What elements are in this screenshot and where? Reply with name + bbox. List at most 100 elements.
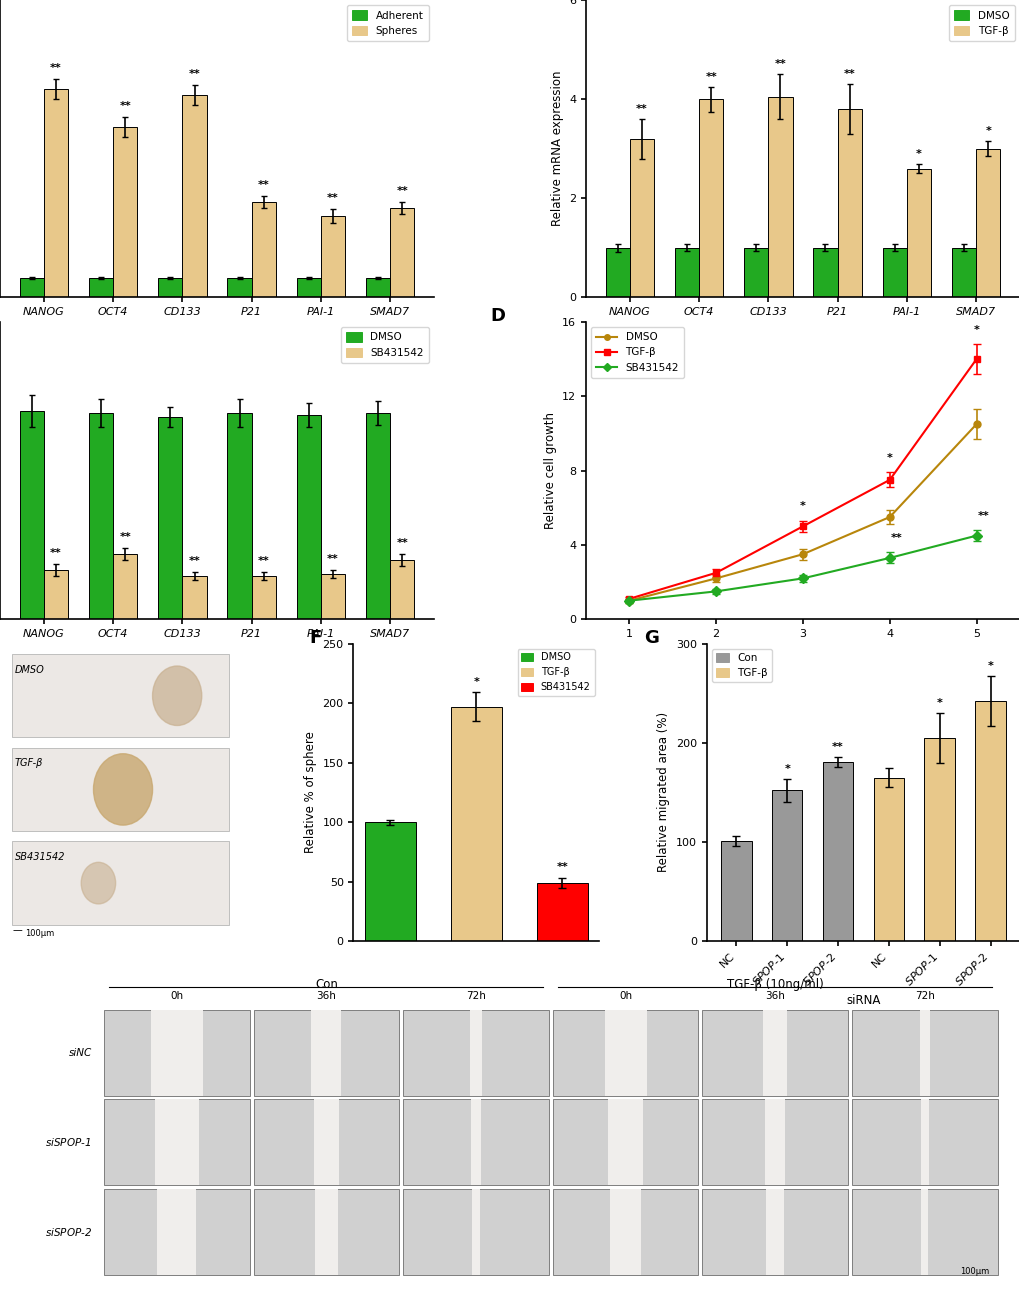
Text: **: ** (189, 556, 200, 566)
Bar (552, 1188, 698, 1274)
Text: *: * (473, 677, 479, 687)
Text: 72h: 72h (466, 991, 485, 1002)
Text: B: B (490, 0, 503, 3)
Legend: Con, TGF-β: Con, TGF-β (711, 649, 771, 683)
Bar (113, 553, 138, 619)
Bar (19, 411, 44, 619)
Bar (822, 762, 853, 941)
Bar (765, 1188, 784, 1274)
Bar (720, 841, 751, 941)
Bar (113, 127, 138, 297)
Bar (604, 1010, 646, 1096)
Text: si$SPOP$-2: si$SPOP$-2 (45, 1226, 92, 1238)
Bar (812, 248, 837, 297)
Bar (702, 1010, 847, 1096)
X-axis label: day: day (792, 644, 813, 657)
Text: F: F (309, 629, 321, 647)
Text: **: ** (773, 60, 786, 70)
Bar (764, 1099, 785, 1186)
Legend: Adherent, Spheres: Adherent, Spheres (346, 5, 428, 41)
Text: **: ** (396, 187, 408, 196)
Bar (254, 1188, 398, 1274)
Text: **: ** (705, 71, 716, 82)
Text: **: ** (636, 104, 647, 114)
Bar (157, 1188, 197, 1274)
Bar (104, 1010, 250, 1096)
Bar (630, 139, 653, 297)
Bar (851, 1010, 997, 1096)
Text: **: ** (976, 511, 988, 521)
Bar (12, 841, 228, 925)
Text: **: ** (258, 180, 269, 191)
Bar (12, 748, 228, 831)
Text: *: * (915, 149, 921, 158)
Text: **: ** (832, 741, 843, 752)
Bar (389, 209, 414, 297)
Text: *: * (886, 454, 892, 463)
Circle shape (153, 666, 202, 726)
Bar (297, 415, 321, 619)
Bar (851, 1099, 997, 1186)
Bar (536, 883, 588, 941)
Bar (920, 1099, 928, 1186)
Text: **: ** (50, 548, 62, 557)
Bar (471, 1188, 480, 1274)
Bar (552, 1099, 698, 1186)
Bar (470, 1010, 482, 1096)
Text: G: G (644, 629, 658, 647)
Bar (951, 248, 975, 297)
Bar (872, 778, 903, 941)
Bar (975, 149, 1000, 297)
Bar (364, 822, 416, 941)
Bar (702, 1188, 847, 1274)
Bar (366, 277, 389, 297)
Text: SB431542: SB431542 (14, 851, 65, 862)
Text: **: ** (119, 101, 131, 111)
Bar (321, 574, 344, 619)
Bar (906, 168, 930, 297)
Bar (182, 95, 207, 297)
Bar (227, 413, 252, 619)
Y-axis label: Relative migrated area (%): Relative migrated area (%) (657, 713, 669, 872)
Bar (311, 1010, 341, 1096)
Text: *: * (799, 502, 805, 512)
Bar (44, 570, 68, 619)
Bar (254, 1099, 398, 1186)
Text: TGF-β (10ng/ml): TGF-β (10ng/ml) (727, 978, 822, 991)
Circle shape (82, 862, 115, 903)
Bar (89, 413, 113, 619)
Bar (403, 1188, 548, 1274)
Text: **: ** (189, 69, 200, 79)
Text: 72h: 72h (914, 991, 933, 1002)
Bar (158, 277, 182, 297)
Bar (607, 1099, 643, 1186)
Text: *: * (984, 126, 990, 136)
Text: siNC: siNC (68, 1048, 92, 1058)
Text: **: ** (327, 553, 338, 564)
Bar (151, 1010, 203, 1096)
Text: **: ** (556, 862, 568, 872)
Bar (89, 277, 113, 297)
Text: **: ** (50, 64, 62, 74)
Bar (155, 1099, 199, 1186)
Bar (227, 277, 252, 297)
Bar (104, 1188, 250, 1274)
Bar (252, 202, 275, 297)
Bar (252, 575, 275, 619)
Text: 0h: 0h (619, 991, 632, 1002)
Text: *: * (973, 325, 978, 334)
Text: **: ** (258, 556, 269, 566)
Text: 100μm: 100μm (959, 1267, 988, 1277)
Bar (366, 413, 389, 619)
Bar (19, 277, 44, 297)
Text: si$SPOP$-1: si$SPOP$-1 (46, 1137, 92, 1148)
Bar (744, 248, 767, 297)
Legend: DMSO, SB431542: DMSO, SB431542 (340, 327, 428, 363)
Legend: DMSO, TGF-β, SB431542: DMSO, TGF-β, SB431542 (517, 648, 594, 696)
Text: **: ** (119, 531, 131, 542)
Bar (12, 654, 228, 737)
Bar (297, 277, 321, 297)
Bar (920, 1188, 927, 1274)
Bar (182, 575, 207, 619)
Text: *: * (784, 763, 790, 774)
